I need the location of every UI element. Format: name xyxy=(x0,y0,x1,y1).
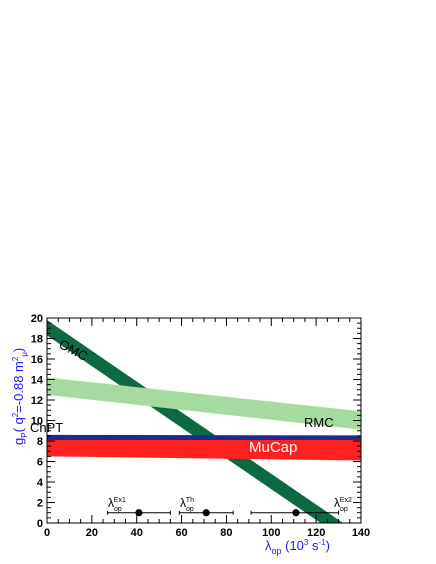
x-tick-label: 60 xyxy=(175,527,187,539)
y-tick-label: 10 xyxy=(31,416,43,428)
x-axis-title-sup: 3 xyxy=(304,538,309,547)
band-mucap xyxy=(47,438,361,461)
x-tick-label: 20 xyxy=(86,527,98,539)
y-axis-title-sup: 2 xyxy=(11,412,20,417)
x-tick-label: 100 xyxy=(262,527,280,539)
x-axis-title-sub: op xyxy=(272,546,282,556)
data-point xyxy=(202,509,210,517)
rmc-label: RMC xyxy=(304,415,334,430)
x-tick-label: 80 xyxy=(220,527,232,539)
y-tick-label: 4 xyxy=(37,477,44,489)
x-axis-title-end: ) xyxy=(326,538,330,553)
y-tick-label: 12 xyxy=(31,395,43,407)
band-rmc xyxy=(47,377,361,430)
x-axis-title-sup2: -1 xyxy=(319,538,327,547)
x-axis-title-tail: s xyxy=(308,538,319,553)
x-axis-title-rest: (10 xyxy=(282,538,304,553)
y-axis-title-main: g xyxy=(11,438,26,445)
y-tick-label: 2 xyxy=(37,498,43,510)
band-chpt xyxy=(47,434,361,440)
y-tick-label: 6 xyxy=(37,457,43,469)
data-point xyxy=(292,509,300,517)
y-axis-title-end: ) xyxy=(11,348,26,352)
x-axis-title: λop (103 s-1) xyxy=(265,538,330,556)
band-omc xyxy=(47,320,344,523)
y-axis-title-rest: ( q xyxy=(11,417,26,432)
x-axis-title-main: λ xyxy=(265,538,272,553)
y-tick-label: 20 xyxy=(31,313,43,325)
y-axis-title-sub: P xyxy=(20,432,29,437)
point-label: λopEx2 xyxy=(334,496,352,513)
mucap-label: MuCap xyxy=(249,439,297,456)
tick-labels-layer: 0 20 40 60 80 100 120 140 0 2 4 6 8 10 12 14 16 18 20 xyxy=(31,313,370,539)
chpt-label: ChPT xyxy=(30,420,63,435)
bands-layer xyxy=(47,320,361,523)
y-axis-title: gP( q2=-0.88 m2μ) xyxy=(11,348,29,445)
y-tick-label: 18 xyxy=(31,334,43,346)
x-tick-label: 0 xyxy=(44,527,50,539)
x-tick-label: 40 xyxy=(131,527,143,539)
ticks-layer xyxy=(46,317,362,524)
y-axis-title-sub2: μ xyxy=(20,352,29,357)
data-point xyxy=(135,509,143,517)
y-axis-title-mid: =-0.88 m xyxy=(11,361,26,413)
y-axis-title-sup2: 2 xyxy=(11,356,20,361)
x-tick-label: 120 xyxy=(307,527,325,539)
point-label: λopTh xyxy=(180,496,194,513)
x-tick-label: 140 xyxy=(352,527,370,539)
points-layer: λopEx1 λopTh λopEx2 xyxy=(107,496,352,517)
point-label: λopEx1 xyxy=(108,496,126,513)
y-tick-label: 8 xyxy=(37,436,43,448)
y-tick-label: 0 xyxy=(37,518,43,530)
y-tick-label: 14 xyxy=(31,375,44,387)
y-tick-label: 16 xyxy=(31,354,43,366)
